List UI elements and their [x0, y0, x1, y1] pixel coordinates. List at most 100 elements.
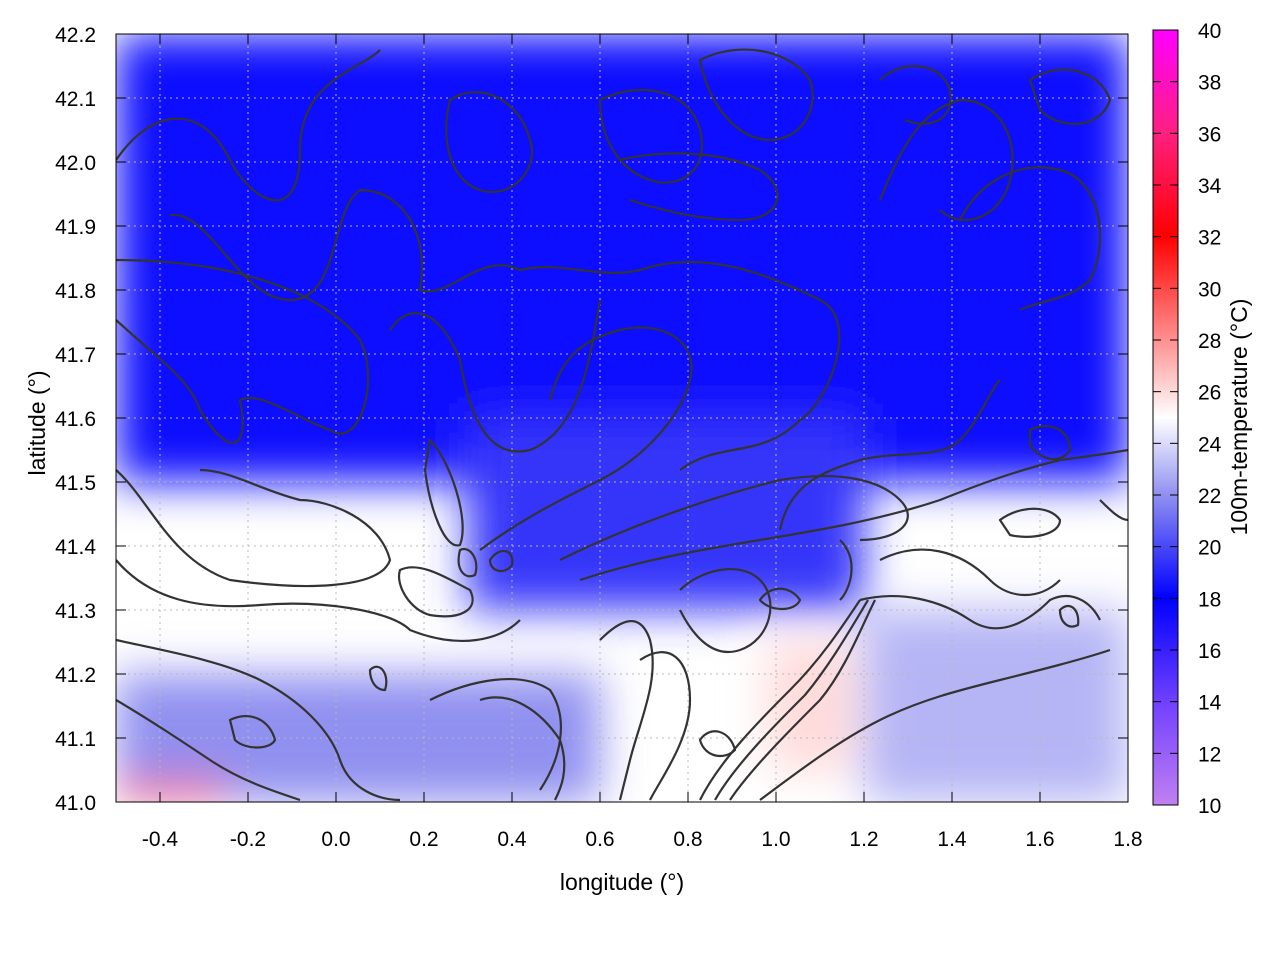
x-tick-label: 0.4 [497, 828, 527, 851]
y-tick-label: 41.5 [55, 472, 96, 495]
contour-line [878, 98, 1014, 222]
heatmap-region [767, 642, 856, 770]
contour-line [457, 547, 478, 578]
contour-line [1028, 68, 1112, 125]
x-tick-label: 0.2 [409, 828, 438, 851]
contour-line [116, 699, 301, 802]
contour-line [714, 599, 869, 801]
colorbar-scale [1152, 29, 1179, 806]
contour-line [879, 65, 952, 125]
heatmap-region [864, 610, 1128, 802]
y-tick-label: 42.2 [55, 24, 96, 47]
contour-line [116, 49, 381, 202]
y-tick-label: 41.6 [55, 408, 96, 431]
x-axis-label: longitude (°) [560, 869, 684, 895]
contour-line [423, 438, 464, 547]
colorbar-tick-label: 32 [1198, 227, 1221, 250]
contour-line [228, 715, 277, 749]
grid-lines [116, 33, 1129, 803]
contour-line [778, 379, 1001, 531]
colorbar-label: 100m-temperature (°C) [1226, 299, 1252, 536]
y-tick-label: 41.2 [55, 664, 96, 687]
contour-line [479, 696, 566, 801]
colorbar-tick-label: 36 [1198, 123, 1221, 146]
contour-line [445, 91, 533, 193]
x-tick-label: 1.8 [1113, 828, 1142, 851]
y-tick-label: 41.4 [55, 536, 96, 559]
colorbar-tick-label: 40 [1198, 20, 1221, 43]
y-tick-label: 41.1 [55, 728, 96, 751]
x-tick-label: 1.0 [761, 828, 790, 851]
plot-area [115, 33, 1129, 803]
y-tick-label: 41.3 [55, 600, 96, 623]
contour-line [599, 620, 654, 801]
contour-line [116, 638, 401, 802]
colorbar-tick-label: 30 [1198, 278, 1221, 301]
x-tick-label: 1.2 [849, 828, 878, 851]
heatmap-region [116, 782, 226, 802]
contour-line [839, 539, 853, 601]
contour-line [368, 665, 388, 692]
colorbar-tick-label: 34 [1198, 175, 1222, 198]
contour-line [698, 48, 814, 142]
contour-line [758, 587, 802, 611]
contour-line [116, 468, 392, 588]
colorbar-tick-label: 20 [1198, 537, 1221, 560]
x-tick-label: 0.0 [321, 828, 350, 851]
contour-line [116, 258, 370, 444]
colorbar-tick-label: 14 [1198, 692, 1222, 715]
contour-line [998, 507, 1062, 538]
contour-line [699, 599, 861, 801]
colorbar-tick-labels: 10 12 14 16 18 20 22 24 26 28 30 32 34 36 38 40 [1198, 20, 1222, 818]
contour-lines [116, 48, 1128, 802]
y-tick-label: 42.0 [55, 152, 96, 175]
y-tick-label: 41.7 [55, 344, 96, 367]
colorbar-tick-label: 12 [1198, 743, 1221, 766]
contour-line [1099, 499, 1128, 522]
contour-line [116, 559, 521, 642]
contour-line [598, 88, 703, 184]
colorbar-tick-label: 10 [1198, 795, 1221, 818]
contour-line [579, 448, 1128, 582]
x-tick-labels: -0.4 -0.2 0.0 0.2 0.4 0.6 0.8 1.0 1.2 1.4 1.6 1.8 [142, 828, 1143, 851]
x-tick-label: 1.4 [937, 828, 967, 851]
contour-line [639, 651, 692, 801]
contour-line [679, 568, 772, 653]
contour-line [959, 166, 1102, 311]
y-tick-label: 42.1 [55, 88, 96, 111]
contour-line [619, 152, 779, 222]
contour-line [1028, 425, 1072, 461]
colorbar-tick-label: 38 [1198, 72, 1221, 95]
heatmap-region [116, 34, 1128, 482]
contour-line [729, 599, 876, 801]
contour-line [397, 566, 474, 618]
colorbar-tick-label: 28 [1198, 330, 1221, 353]
contour-line [879, 548, 1061, 597]
heatmap-field [116, 34, 1128, 802]
colorbar-ticks [1153, 29, 1178, 806]
x-tick-label: 0.6 [585, 828, 614, 851]
colorbar-tick-label: 24 [1198, 433, 1222, 456]
y-tick-label: 41.8 [55, 280, 96, 303]
colorbar: 10 12 14 16 18 20 22 24 26 28 30 32 34 36 38 40 100m-te… [1152, 20, 1252, 818]
contour-line [389, 299, 602, 453]
contour-line [169, 188, 841, 471]
colorbar-tick-label: 26 [1198, 382, 1221, 405]
contour-line [1058, 604, 1080, 628]
contour-line [759, 648, 1111, 801]
colorbar-tick-label: 16 [1198, 640, 1221, 663]
contour-line [429, 678, 562, 791]
colorbar-tick-label: 22 [1198, 485, 1221, 508]
x-tick-label: 1.6 [1025, 828, 1054, 851]
axis-ticks [116, 33, 1129, 803]
x-tick-label: -0.2 [230, 828, 266, 851]
contour-line [859, 594, 1101, 630]
y-tick-labels: 41.0 41.1 41.2 41.3 41.4 41.5 41.6 41.7 41.8 41.9… [55, 24, 96, 815]
contour-line [479, 326, 693, 551]
x-tick-label: 0.8 [673, 828, 702, 851]
colorbar-tick-label: 18 [1198, 588, 1221, 611]
contour-line [488, 549, 514, 573]
contour-line [559, 474, 909, 561]
y-tick-label: 41.9 [55, 216, 96, 239]
